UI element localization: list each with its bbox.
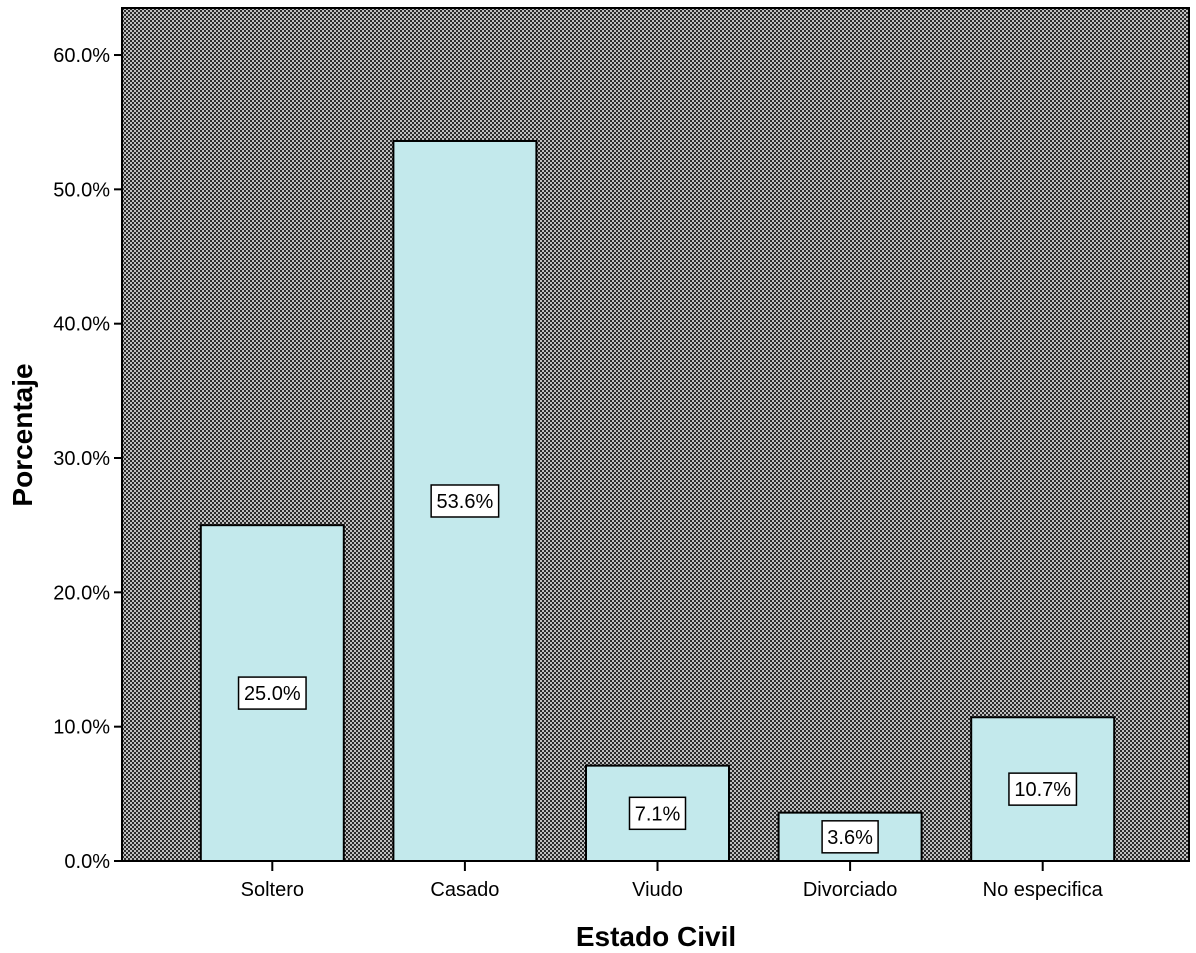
y-tick-label: 60.0% [53, 45, 110, 67]
y-tick-label: 0.0% [64, 851, 110, 873]
y-tick-label: 10.0% [53, 717, 110, 739]
data-label-box [628, 796, 687, 831]
y-tick-label: 50.0% [53, 179, 110, 201]
data-label: 3.6% [827, 827, 873, 849]
y-tick-label: 30.0% [53, 448, 110, 470]
x-tick-label: Casado [430, 879, 499, 901]
data-label: 10.7% [1014, 779, 1071, 801]
x-axis: Soltero Casado Viudo Divorciado No especific… [241, 861, 1104, 901]
x-tick-label: Viudo [632, 879, 683, 901]
data-label-box [1008, 772, 1078, 806]
y-tick-label: 40.0% [53, 314, 110, 336]
x-tick-label: Soltero [241, 879, 304, 901]
x-tick-label: No especifica [983, 879, 1104, 901]
data-label: 53.6% [437, 491, 494, 513]
data-label-box [821, 820, 879, 854]
data-label: 7.1% [635, 803, 681, 825]
y-axis-title: Porcentaje [7, 363, 38, 506]
data-label: 25.0% [244, 683, 301, 705]
y-tick-label: 20.0% [53, 582, 110, 604]
bars-group: 25.0% 53.6% 7.1% 3.6% 10.7% [199, 139, 1116, 862]
data-label-box [430, 484, 500, 518]
x-axis-title: Estado Civil [576, 921, 736, 952]
data-label-box [237, 676, 307, 710]
x-tick-label: Divorciado [803, 879, 897, 901]
y-axis: 0.0% 10.0% 20.0% 30.0% 40.0% 50.0% 60.0% [53, 45, 122, 873]
